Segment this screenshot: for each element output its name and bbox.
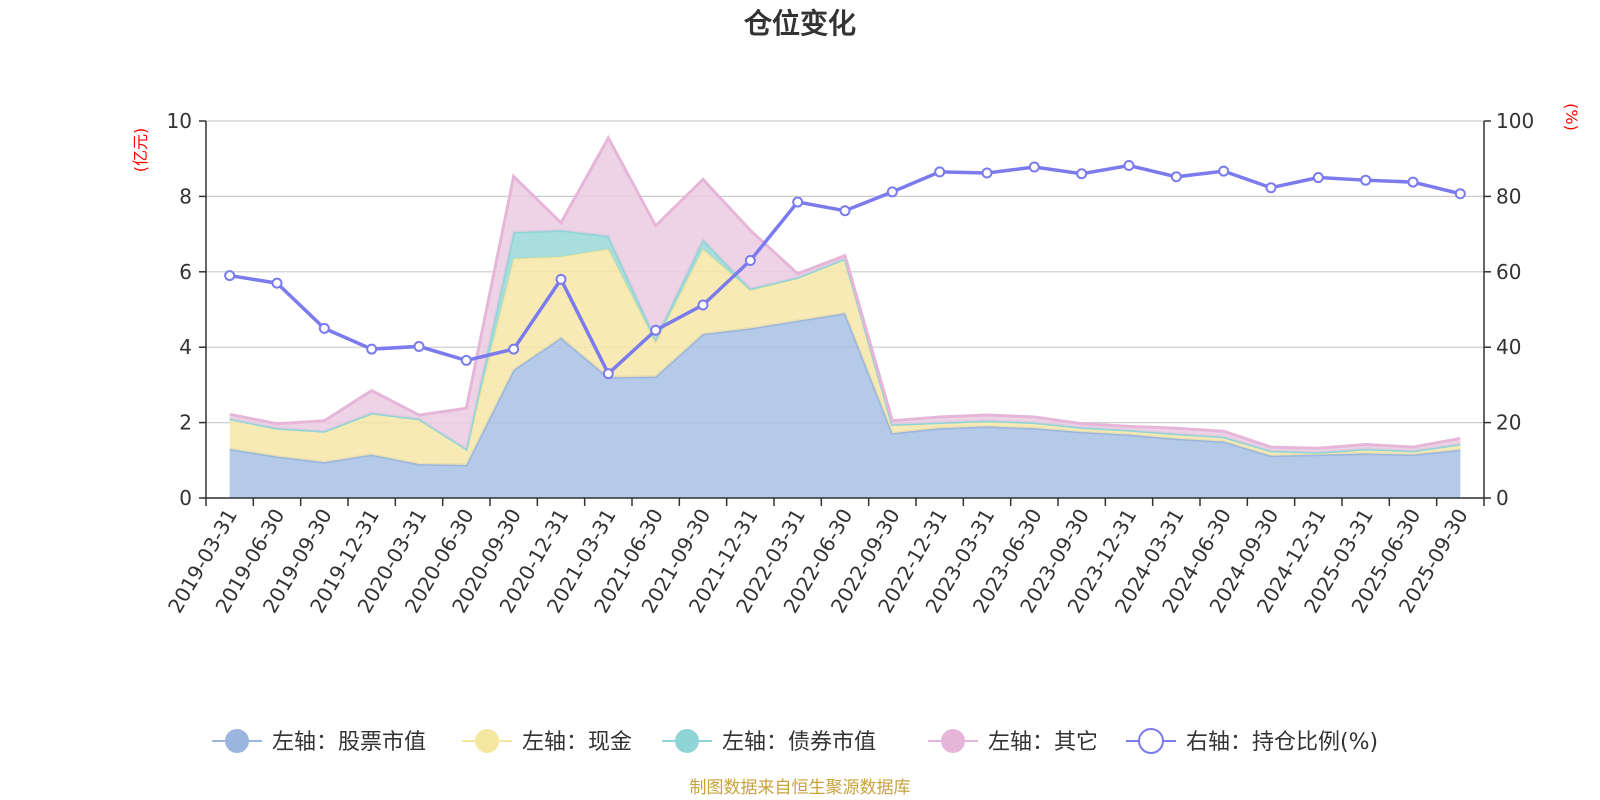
axes (205, 121, 1485, 499)
ratio-point (792, 196, 804, 208)
ratio-point (1312, 172, 1324, 184)
left-axis-unit: (亿元) (131, 128, 150, 173)
legend-label: 左轴：其它 (988, 730, 1098, 755)
left-axis-ticks: 0 2 4 6 8 10 (167, 109, 206, 510)
ratio-point (650, 324, 662, 336)
ratio-point (744, 254, 756, 266)
ratio-point (555, 273, 567, 285)
right-axis-unit: (%) (1562, 103, 1581, 131)
legend-item-1[interactable]: 左轴：股票市值 (212, 729, 426, 755)
ratio-point (271, 277, 283, 289)
right-tick-label: 0 (1496, 486, 1509, 510)
legend-marker (475, 729, 499, 753)
source-note: 制图数据来自恒生聚源数据库 (690, 778, 911, 798)
area-series-2 (229, 249, 1461, 465)
left-tick-label: 2 (179, 411, 192, 435)
ratio-point (1123, 159, 1135, 171)
ratio-point (1360, 174, 1372, 186)
right-tick-label: 20 (1496, 411, 1521, 435)
ratio-point (1076, 168, 1088, 180)
legend-item-2[interactable]: 左轴：现金 (462, 729, 632, 755)
stacked-areas (229, 134, 1461, 498)
ratio-point (508, 343, 520, 355)
ratio-point (981, 167, 993, 179)
legend[interactable]: 左轴：股票市值 左轴：现金 左轴：债券市值 左轴：其它 右轴：持仓比例(%) (212, 728, 1378, 755)
legend-marker (225, 729, 249, 753)
ratio-point (1170, 171, 1182, 183)
ratio-point (1265, 182, 1277, 194)
holding-ratio-series (224, 159, 1466, 380)
legend-label: 右轴：持仓比例(%) (1186, 730, 1378, 755)
right-tick-label: 80 (1496, 184, 1521, 208)
left-tick-label: 6 (179, 260, 192, 284)
legend-item-4[interactable]: 左轴：其它 (928, 729, 1098, 755)
ratio-point (934, 166, 946, 178)
ratio-point (602, 368, 614, 380)
right-tick-label: 40 (1496, 335, 1521, 359)
ratio-point (460, 354, 472, 366)
legend-label: 左轴：股票市值 (272, 730, 426, 755)
right-tick-label: 100 (1496, 109, 1534, 133)
ratio-point (224, 270, 236, 282)
left-tick-label: 10 (167, 109, 192, 133)
legend-item-5[interactable]: 右轴：持仓比例(%) (1126, 728, 1378, 755)
legend-marker (941, 729, 965, 753)
right-axis-ticks: 0 20 40 60 80 100 (1484, 109, 1534, 510)
ratio-point (1218, 165, 1230, 177)
legend-marker (1138, 728, 1164, 754)
right-tick-label: 60 (1496, 260, 1521, 284)
ratio-point (1028, 161, 1040, 173)
ratio-point (318, 322, 330, 334)
ratio-point (366, 343, 378, 355)
ratio-point (1454, 188, 1466, 200)
legend-label: 左轴：债券市值 (722, 730, 876, 755)
ratio-point (697, 299, 709, 311)
ratio-point (839, 205, 851, 217)
area-edge-series-4 (229, 134, 1461, 450)
legend-label: 左轴：现金 (522, 730, 632, 755)
left-tick-label: 0 (179, 486, 192, 510)
ratio-point (413, 340, 425, 352)
chart-title: 仓位变化 (744, 7, 856, 40)
area-series-1 (229, 313, 1461, 498)
ratio-point (886, 186, 898, 198)
x-axis-ticks: 2019-03-312019-06-302019-09-302019-12-31… (163, 498, 1485, 617)
legend-marker (675, 729, 699, 753)
ratio-point (1407, 176, 1419, 188)
left-tick-label: 8 (179, 184, 192, 208)
left-tick-label: 4 (179, 335, 192, 359)
legend-item-3[interactable]: 左轴：债券市值 (662, 729, 876, 755)
area-series-4 (229, 137, 1461, 453)
